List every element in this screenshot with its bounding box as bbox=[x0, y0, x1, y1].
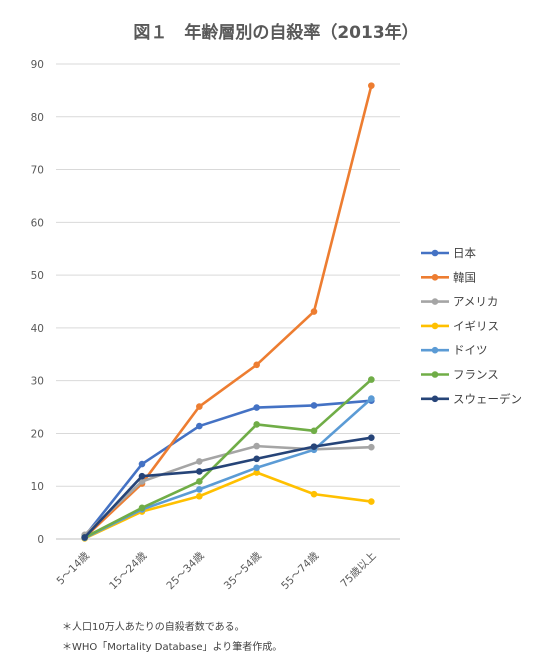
chart-title: 図１ 年齢層別の自殺率（2013年） bbox=[133, 22, 418, 43]
legend-entry: アメリカ bbox=[421, 295, 498, 309]
legend-marker bbox=[431, 346, 439, 354]
data-point bbox=[196, 403, 203, 410]
legend-marker bbox=[431, 274, 439, 281]
y-tick-label: 50 bbox=[31, 270, 44, 282]
x-tick-label: 15～24歳 bbox=[107, 549, 150, 592]
legend-label: アメリカ bbox=[453, 295, 498, 309]
y-tick-label: 10 bbox=[31, 481, 44, 493]
data-point bbox=[368, 395, 375, 402]
legend-marker bbox=[431, 322, 439, 330]
data-point bbox=[253, 442, 260, 450]
y-tick-label: 20 bbox=[31, 428, 44, 440]
legend-label: ドイツ bbox=[453, 343, 488, 357]
data-point bbox=[368, 376, 375, 383]
legend-label: イギリス bbox=[453, 319, 499, 333]
footnotes: ＊人口10万人あたりの自殺者数である。 ＊WHO「Mortality Datab… bbox=[62, 620, 282, 653]
data-point bbox=[368, 498, 375, 505]
series-line bbox=[83, 436, 373, 539]
data-point bbox=[368, 82, 375, 89]
series-lines bbox=[81, 82, 375, 542]
data-point bbox=[196, 468, 203, 475]
series bbox=[81, 469, 375, 542]
x-tick-label: 55～74歳 bbox=[279, 549, 322, 592]
data-point bbox=[310, 443, 318, 450]
data-point bbox=[253, 469, 260, 476]
y-tick-label: 30 bbox=[31, 376, 44, 388]
footnote-2: ＊WHO「Mortality Database」より筆者作成。 bbox=[62, 640, 282, 653]
data-point bbox=[196, 486, 203, 493]
legend-marker bbox=[431, 249, 439, 257]
y-tick-label: 40 bbox=[31, 323, 44, 335]
data-point bbox=[196, 478, 203, 485]
series bbox=[81, 82, 375, 541]
data-point bbox=[310, 490, 318, 498]
series-line bbox=[83, 378, 373, 539]
data-point bbox=[253, 361, 260, 369]
data-point bbox=[253, 455, 260, 463]
y-tick-label: 70 bbox=[31, 165, 44, 177]
legend-marker bbox=[431, 371, 439, 378]
data-point bbox=[138, 504, 146, 512]
x-tick-label: 5～14歳 bbox=[54, 549, 92, 587]
x-axis-ticks: 5～14歳 15～24歳 25～34歳 35～54歳 55～74歳 75歳以上 bbox=[54, 549, 378, 592]
series-line bbox=[83, 399, 373, 538]
data-point bbox=[138, 460, 146, 468]
data-point bbox=[368, 443, 375, 451]
legend-entry: フランス bbox=[421, 368, 499, 382]
legend-entry: 韓国 bbox=[421, 270, 476, 284]
y-tick-label: 0 bbox=[37, 534, 44, 546]
x-tick-label: 75歳以上 bbox=[338, 550, 378, 590]
legend-entry: スウェーデン bbox=[421, 392, 522, 406]
series-line bbox=[83, 471, 373, 540]
data-point bbox=[368, 434, 375, 441]
grid-lines bbox=[56, 63, 400, 540]
legend-marker bbox=[431, 395, 439, 403]
data-point bbox=[196, 492, 203, 500]
y-tick-label: 80 bbox=[31, 112, 44, 124]
data-point bbox=[138, 472, 146, 480]
legend-entry: 日本 bbox=[421, 246, 476, 260]
legend-label: 日本 bbox=[453, 246, 476, 260]
x-tick-label: 25～34歳 bbox=[164, 549, 207, 592]
data-point bbox=[196, 422, 203, 430]
data-point bbox=[81, 534, 88, 541]
data-point bbox=[253, 464, 260, 472]
y-tick-label: 60 bbox=[31, 217, 44, 229]
data-point bbox=[253, 421, 260, 428]
series-line bbox=[83, 84, 373, 539]
legend-marker bbox=[431, 298, 439, 305]
legend-label: フランス bbox=[453, 368, 499, 382]
series bbox=[81, 376, 375, 541]
series bbox=[81, 442, 375, 539]
data-point bbox=[253, 404, 260, 411]
legend-entry: イギリス bbox=[421, 319, 499, 333]
legend-label: 韓国 bbox=[453, 270, 476, 284]
series bbox=[81, 434, 375, 541]
footnote-1: ＊人口10万人あたりの自殺者数である。 bbox=[62, 620, 245, 633]
legend-entry: ドイツ bbox=[421, 343, 488, 357]
y-tick-label: 90 bbox=[31, 59, 44, 71]
data-point bbox=[196, 458, 203, 465]
data-point bbox=[310, 308, 318, 315]
legend-label: スウェーデン bbox=[453, 392, 522, 406]
y-axis-ticks: 0 10 20 30 40 50 60 70 80 90 bbox=[31, 59, 44, 546]
x-tick-label: 35～54歳 bbox=[222, 549, 265, 592]
data-point bbox=[310, 402, 318, 409]
data-point bbox=[310, 427, 318, 435]
